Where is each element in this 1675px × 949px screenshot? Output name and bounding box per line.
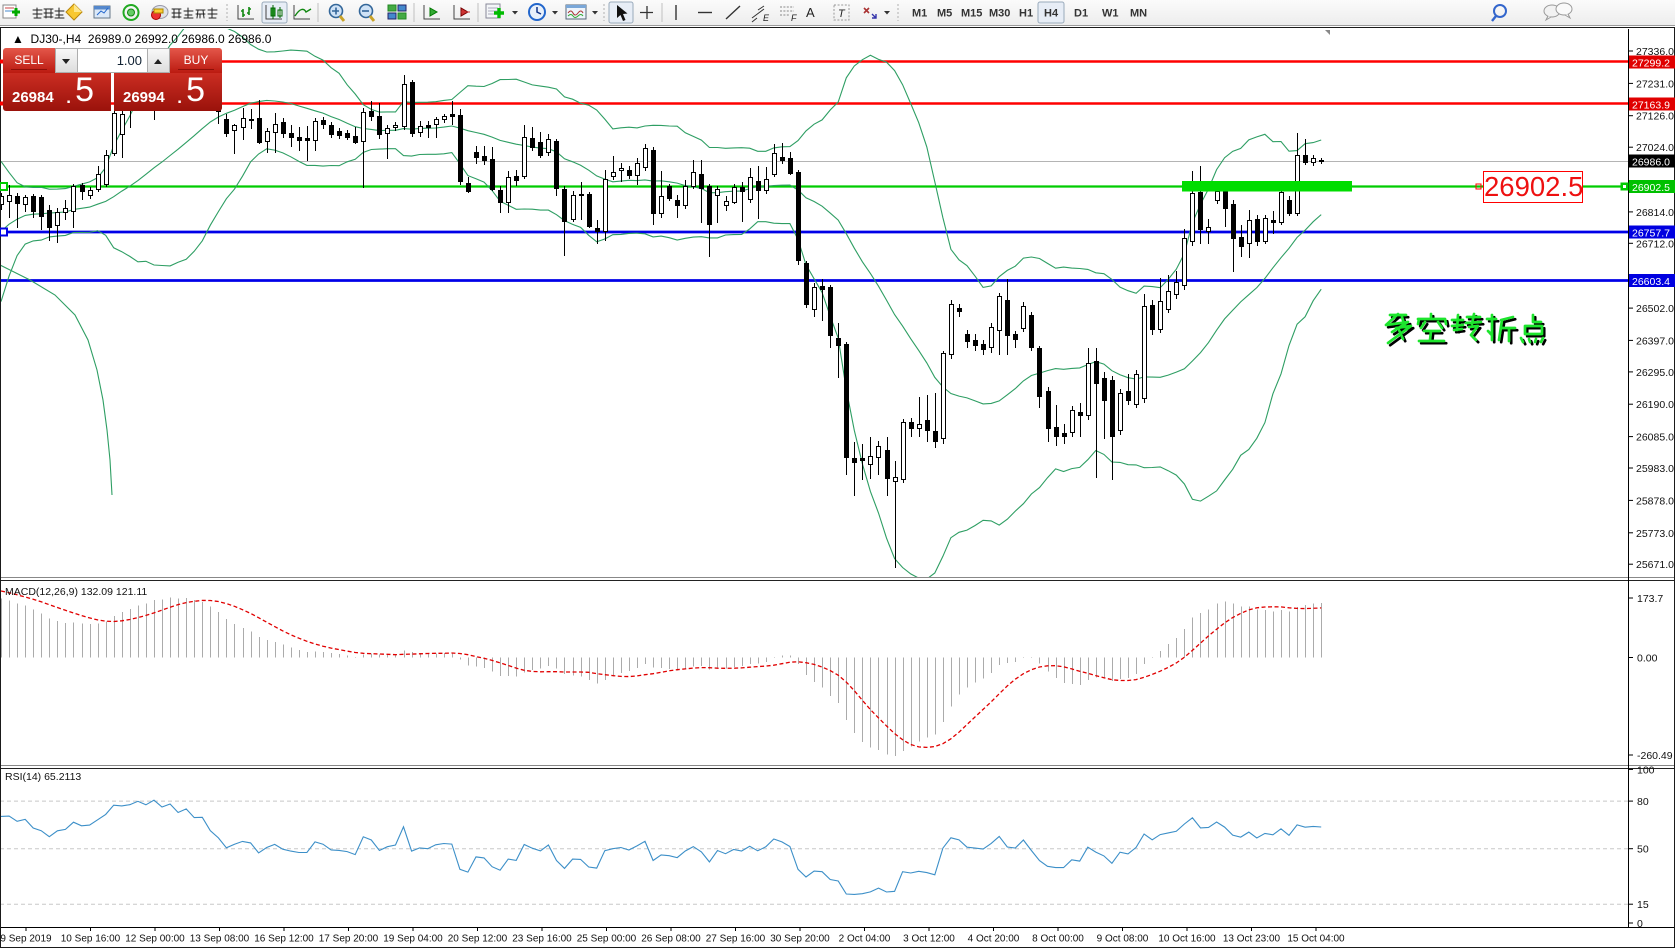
svg-text:16 Sep 12:00: 16 Sep 12:00 bbox=[254, 934, 314, 945]
svg-text:26397.0: 26397.0 bbox=[1636, 335, 1674, 347]
svg-text:MN: MN bbox=[1130, 8, 1147, 20]
svg-text:H4: H4 bbox=[1044, 8, 1059, 20]
svg-text:M5: M5 bbox=[937, 8, 952, 20]
svg-text:8 Oct 00:00: 8 Oct 00:00 bbox=[1032, 934, 1084, 945]
svg-text:26 Sep 08:00: 26 Sep 08:00 bbox=[641, 934, 701, 945]
svg-text:25773.0: 25773.0 bbox=[1636, 528, 1674, 540]
svg-text:T: T bbox=[838, 8, 846, 20]
svg-text:4 Oct 20:00: 4 Oct 20:00 bbox=[968, 934, 1020, 945]
svg-text:30 Sep 20:00: 30 Sep 20:00 bbox=[770, 934, 830, 945]
svg-text:H1: H1 bbox=[1019, 8, 1033, 20]
svg-text:0.00: 0.00 bbox=[1637, 653, 1658, 665]
svg-text:A: A bbox=[806, 5, 815, 20]
svg-text:25878.0: 25878.0 bbox=[1636, 495, 1674, 507]
svg-text:26502.0: 26502.0 bbox=[1636, 303, 1674, 315]
svg-text:17 Sep 20:00: 17 Sep 20:00 bbox=[319, 934, 379, 945]
svg-text:9 Sep 2019: 9 Sep 2019 bbox=[0, 934, 52, 945]
svg-text:13 Sep 08:00: 13 Sep 08:00 bbox=[190, 934, 250, 945]
svg-text:12 Sep 00:00: 12 Sep 00:00 bbox=[125, 934, 185, 945]
svg-text:25 Sep 00:00: 25 Sep 00:00 bbox=[577, 934, 637, 945]
svg-text:26757.7: 26757.7 bbox=[1632, 228, 1670, 240]
svg-text:15 Oct 04:00: 15 Oct 04:00 bbox=[1287, 934, 1345, 945]
svg-text:19 Sep 04:00: 19 Sep 04:00 bbox=[383, 934, 443, 945]
svg-text:-260.49: -260.49 bbox=[1637, 750, 1673, 762]
svg-text:10 Oct 16:00: 10 Oct 16:00 bbox=[1158, 934, 1216, 945]
svg-text:M30: M30 bbox=[989, 8, 1010, 20]
svg-text:20 Sep 12:00: 20 Sep 12:00 bbox=[448, 934, 508, 945]
svg-text:27 Sep 16:00: 27 Sep 16:00 bbox=[706, 934, 766, 945]
svg-text:9 Oct 08:00: 9 Oct 08:00 bbox=[1097, 934, 1149, 945]
svg-text:M1: M1 bbox=[912, 8, 927, 20]
svg-text:13 Oct 23:00: 13 Oct 23:00 bbox=[1223, 934, 1281, 945]
svg-text:27126.0: 27126.0 bbox=[1636, 111, 1674, 123]
svg-text:3 Oct 12:00: 3 Oct 12:00 bbox=[903, 934, 955, 945]
svg-text:26986.0: 26986.0 bbox=[1632, 157, 1670, 169]
svg-text:E: E bbox=[763, 13, 770, 23]
svg-text:10 Sep 16:00: 10 Sep 16:00 bbox=[61, 934, 121, 945]
svg-text:173.7: 173.7 bbox=[1637, 593, 1663, 605]
svg-text:26603.4: 26603.4 bbox=[1632, 276, 1670, 288]
svg-text:W1: W1 bbox=[1102, 8, 1119, 20]
svg-text:26814.0: 26814.0 bbox=[1636, 207, 1674, 219]
svg-text:26190.0: 26190.0 bbox=[1636, 399, 1674, 411]
svg-text:25983.0: 25983.0 bbox=[1636, 463, 1674, 475]
svg-text:D1: D1 bbox=[1074, 8, 1088, 20]
svg-text:27163.9: 27163.9 bbox=[1632, 100, 1670, 112]
svg-text:23 Sep 16:00: 23 Sep 16:00 bbox=[512, 934, 572, 945]
svg-text:26295.0: 26295.0 bbox=[1636, 367, 1674, 379]
svg-text:27299.2: 27299.2 bbox=[1632, 58, 1670, 70]
svg-text:26902.5: 26902.5 bbox=[1632, 182, 1670, 194]
svg-text:F: F bbox=[791, 13, 797, 23]
svg-text:25671.0: 25671.0 bbox=[1636, 559, 1674, 571]
svg-text:15: 15 bbox=[1637, 899, 1649, 911]
svg-text:50: 50 bbox=[1637, 844, 1649, 856]
svg-text:80: 80 bbox=[1637, 796, 1649, 808]
svg-text:27231.0: 27231.0 bbox=[1636, 78, 1674, 90]
svg-text:27336.0: 27336.0 bbox=[1636, 46, 1674, 58]
svg-text:0: 0 bbox=[1637, 918, 1643, 930]
svg-text:2 Oct 04:00: 2 Oct 04:00 bbox=[839, 934, 891, 945]
svg-text:26085.0: 26085.0 bbox=[1636, 432, 1674, 444]
svg-text:100: 100 bbox=[1637, 764, 1655, 776]
svg-text:26712.0: 26712.0 bbox=[1636, 238, 1674, 250]
svg-text:M15: M15 bbox=[961, 8, 982, 20]
svg-text:27024.0: 27024.0 bbox=[1636, 142, 1674, 154]
